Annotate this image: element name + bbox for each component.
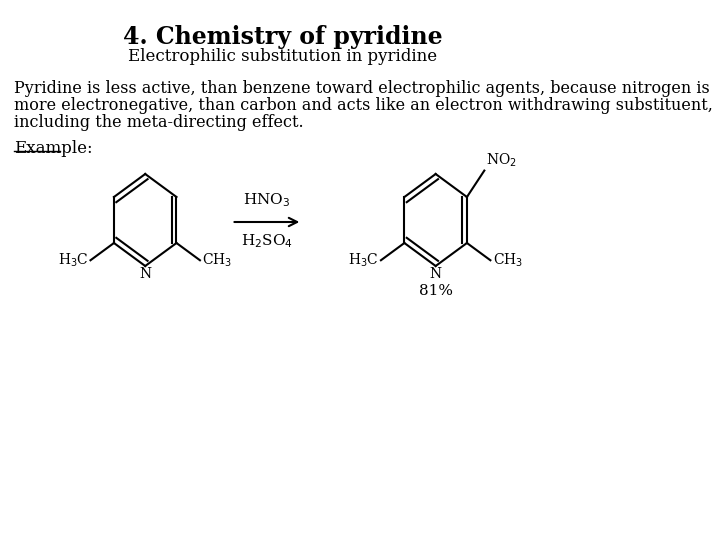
Text: 81%: 81% bbox=[418, 284, 453, 298]
Text: including the meta-directing effect.: including the meta-directing effect. bbox=[14, 114, 304, 131]
Text: H$_3$C: H$_3$C bbox=[58, 252, 88, 269]
Text: CH$_3$: CH$_3$ bbox=[492, 252, 523, 269]
Text: H$_2$SO$_4$: H$_2$SO$_4$ bbox=[241, 232, 293, 249]
Text: 4. Chemistry of pyridine: 4. Chemistry of pyridine bbox=[123, 25, 442, 49]
Text: H$_3$C: H$_3$C bbox=[348, 252, 379, 269]
Text: N: N bbox=[430, 267, 441, 281]
Text: Electrophilic substitution in pyridine: Electrophilic substitution in pyridine bbox=[128, 48, 437, 65]
Text: Pyridine is less active, than benzene toward electrophilic agents, because nitro: Pyridine is less active, than benzene to… bbox=[14, 80, 710, 97]
Text: Example:: Example: bbox=[14, 140, 93, 157]
Text: HNO$_3$: HNO$_3$ bbox=[243, 191, 290, 209]
Text: NO$_2$: NO$_2$ bbox=[486, 151, 517, 168]
Text: CH$_3$: CH$_3$ bbox=[202, 252, 233, 269]
Text: more electronegative, than carbon and acts like an electron withdrawing substitu: more electronegative, than carbon and ac… bbox=[14, 97, 713, 114]
Text: N: N bbox=[139, 267, 151, 281]
